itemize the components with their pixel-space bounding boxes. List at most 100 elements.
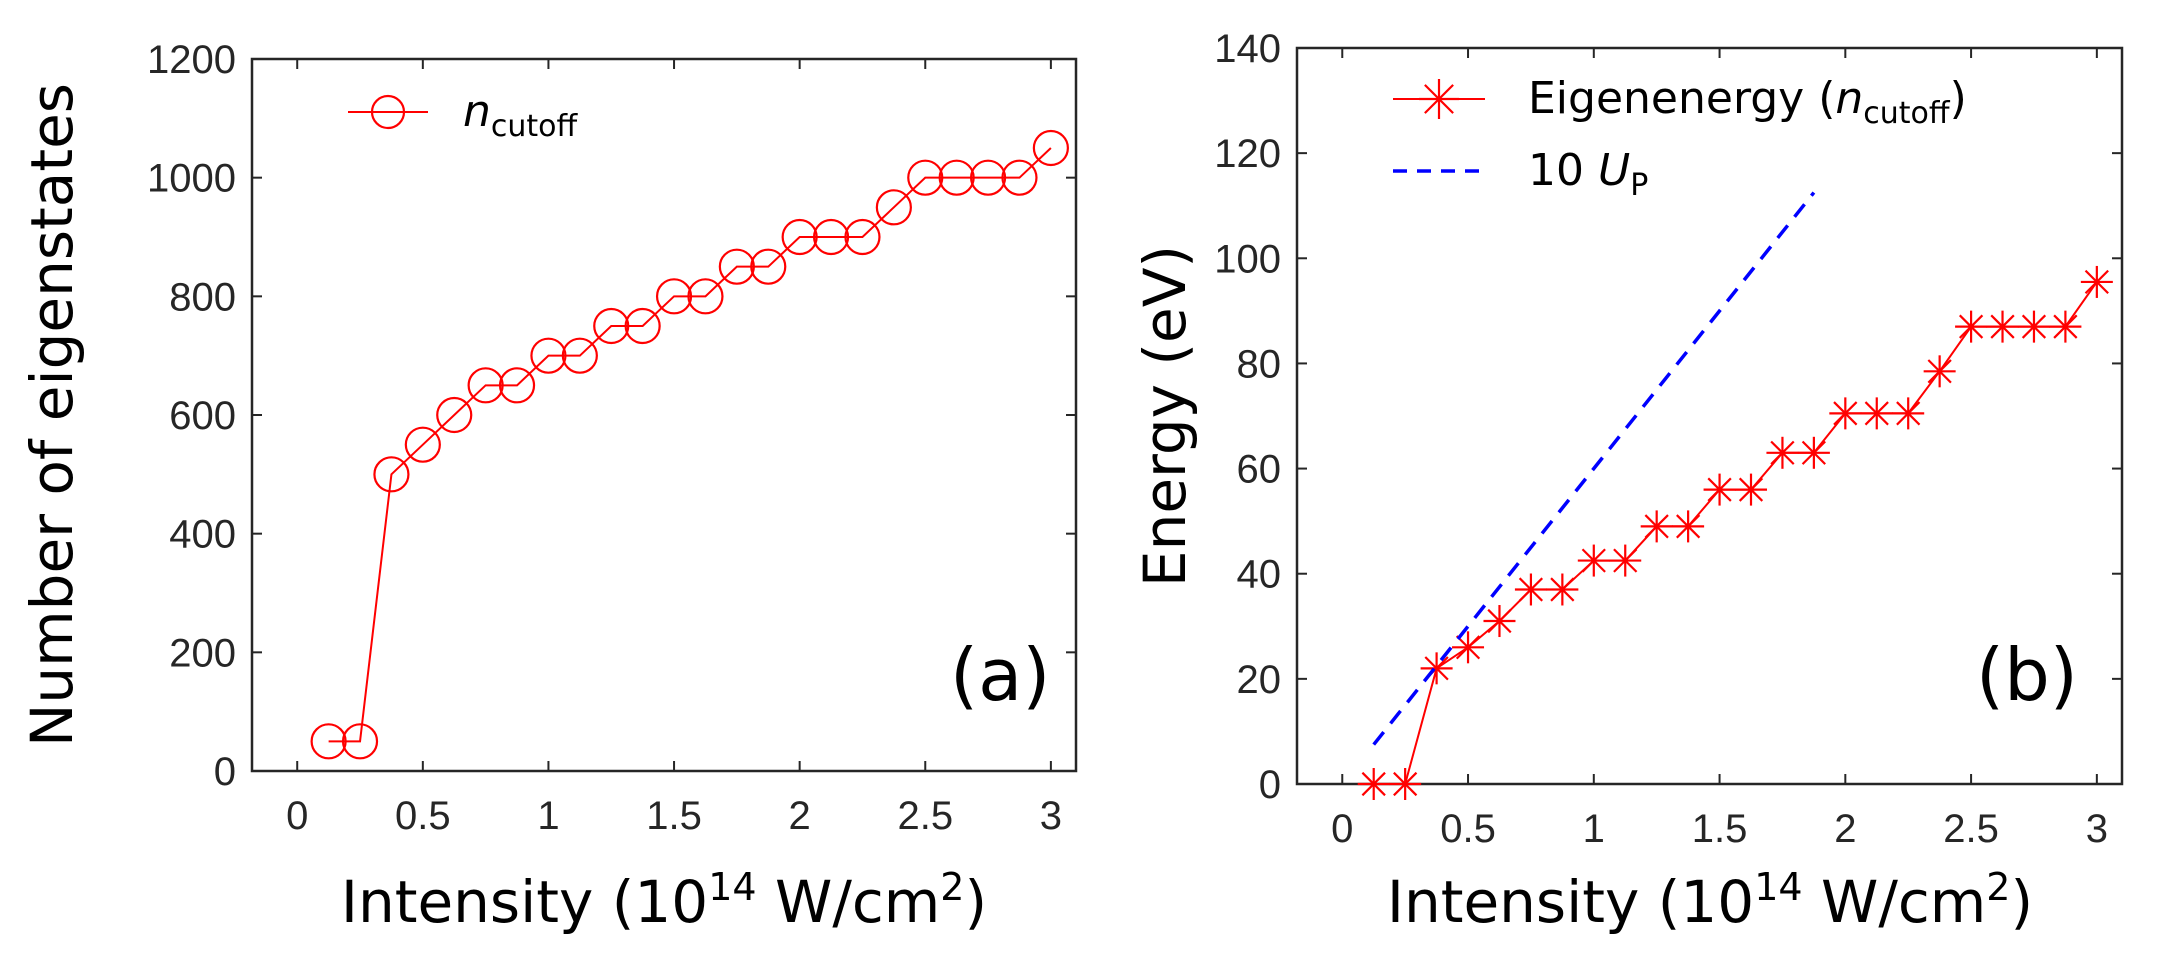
y-tick-label: 80 — [1237, 342, 1282, 386]
legend-b-up-prefix: 10 — [1528, 145, 1598, 196]
data-point-circle — [404, 426, 441, 463]
data-point-star — [1829, 397, 1862, 430]
x-tick-label: 1.5 — [646, 794, 702, 838]
data-point-star-stroke — [1455, 635, 1481, 660]
data-point-star — [2049, 310, 2082, 343]
legend-b-up-main: U — [1598, 145, 1630, 196]
panel-a-x-label-suffix: ) — [964, 868, 987, 936]
y-tick-label: 600 — [169, 394, 236, 438]
data-point-circle — [781, 218, 818, 256]
panel-b-series — [1357, 191, 2113, 800]
data-point-star-stroke — [1676, 514, 1701, 539]
data-point-star — [1357, 768, 1390, 800]
data-point-circle — [310, 723, 347, 760]
panel-a-x-label-prefix: Intensity (10 — [341, 868, 708, 936]
data-point-star — [1452, 631, 1485, 664]
panel-a-legend: ncutoff — [348, 86, 579, 144]
panel-b-x-axis-label: Intensity (1014 W/cm2) — [1387, 865, 2033, 936]
data-point-star-stroke — [1896, 401, 1921, 426]
panel-b-x-label-mid: W/cm — [1803, 868, 1987, 936]
data-point-star-stroke — [1990, 314, 2015, 339]
data-point-star-stroke — [1833, 401, 1858, 426]
data-point-star — [1703, 473, 1736, 506]
x-tick-label: 0.5 — [1440, 807, 1496, 851]
data-point-circle — [750, 248, 787, 285]
data-point-circle — [655, 278, 693, 315]
legend-b-eigenenergy-prefix: Eigenenergy ( — [1528, 73, 1835, 124]
data-point-star — [1797, 436, 1830, 469]
panel-a-x-label-sup: 14 — [708, 865, 756, 909]
data-point-star-stroke — [1958, 314, 1984, 339]
y-tick-label: 20 — [1237, 658, 1282, 702]
data-point-star — [1389, 768, 1422, 800]
legend-b-eigenenergy-label: Eigenenergy (ncutoff) — [1528, 73, 1967, 131]
x-tick-label: 2.5 — [1943, 807, 1999, 851]
legend-b-eigenenergy-suffix: ) — [1950, 73, 1967, 124]
data-point-star-stroke — [2084, 269, 2109, 295]
data-point-star — [2017, 310, 2050, 343]
panel-a-y-axis-label: Number of eigenstates — [18, 83, 86, 747]
x-tick-label: 2 — [1834, 807, 1856, 851]
data-point-star — [1514, 573, 1547, 606]
panel-a-x-label-mid: W/cm — [757, 868, 941, 936]
x-tick-label: 2 — [789, 794, 811, 838]
y-tick-label: 60 — [1237, 448, 1282, 492]
x-tick-label: 2.5 — [897, 794, 953, 838]
data-point-circle — [593, 307, 630, 345]
x-tick-label: 3 — [1040, 794, 1062, 838]
data-point-circle — [341, 723, 379, 760]
data-point-circle — [812, 218, 850, 256]
data-point-star — [2080, 265, 2113, 298]
y-tick-label: 200 — [169, 631, 236, 675]
data-point-star — [1577, 544, 1610, 577]
panel-b-axes-box — [1295, 46, 2124, 786]
data-point-circle — [436, 396, 473, 434]
y-tick-label: 100 — [1214, 237, 1281, 281]
data-point-circle — [467, 367, 504, 404]
data-point-star-stroke — [1770, 440, 1795, 465]
data-point-circle — [373, 456, 410, 493]
y-tick-label: 0 — [1259, 763, 1281, 807]
y-tick-label: 120 — [1214, 132, 1281, 176]
data-point-circle — [844, 218, 881, 256]
data-point-star — [1766, 436, 1799, 469]
panel-b: 0 0.5 1 1.5 2 2.5 3 0 20 40 60 80 100 120 140 Eigenene… — [1131, 27, 2124, 936]
panel-a-ticks: 0 0.5 1 1.5 2 2.5 3 0 200 400 600 800 1000 1200 — [147, 38, 1076, 838]
y-tick-label: 140 — [1214, 27, 1281, 71]
data-point-star-stroke — [1927, 359, 1952, 384]
data-point-star-stroke — [1864, 401, 1889, 426]
panel-b-x-label-suffix: ) — [2010, 868, 2033, 936]
data-point-star — [1672, 510, 1705, 543]
data-point-star-stroke — [1550, 577, 1575, 602]
y-tick-label: 0 — [214, 750, 236, 794]
data-point-star — [1546, 573, 1579, 606]
data-point-circle — [1001, 159, 1038, 196]
panel-b-ticks: 0 0.5 1 1.5 2 2.5 3 0 20 40 60 80 100 120 140 — [1214, 27, 2122, 851]
x-tick-label: 0.5 — [395, 794, 451, 838]
panel-b-y-axis-label: Energy (eV) — [1131, 245, 1199, 587]
data-point-circle — [624, 307, 661, 345]
legend-a-label: ncutoff — [463, 86, 579, 144]
data-point-star-stroke — [2021, 314, 2047, 339]
x-tick-label: 1 — [537, 794, 559, 838]
data-point-star — [1955, 310, 1988, 343]
legend-b-star-stroke-group — [1419, 79, 1459, 119]
panel-a-label: (a) — [950, 633, 1050, 717]
data-point-star-stroke — [1518, 577, 1544, 602]
x-tick-label: 1 — [1583, 807, 1605, 851]
data-point-circle — [969, 159, 1007, 196]
data-point-star — [1923, 355, 1956, 388]
panel-b-legend: Eigenenergy (ncutoff) 10 UP — [1393, 73, 1967, 203]
data-point-star — [1986, 310, 2019, 343]
legend-b-star-stroke-group-stroke — [1424, 84, 1454, 114]
panel-b-label: (b) — [1976, 633, 2078, 717]
data-point-star-stroke — [1644, 514, 1669, 539]
data-point-circle — [907, 159, 944, 196]
panel-a-series — [310, 129, 1069, 760]
data-point-star — [1735, 473, 1768, 506]
panel-b-x-label-sup: 14 — [1754, 865, 1802, 909]
data-point-star — [1483, 605, 1516, 638]
y-tick-label: 40 — [1237, 553, 1282, 597]
x-tick-label: 3 — [2086, 807, 2108, 851]
